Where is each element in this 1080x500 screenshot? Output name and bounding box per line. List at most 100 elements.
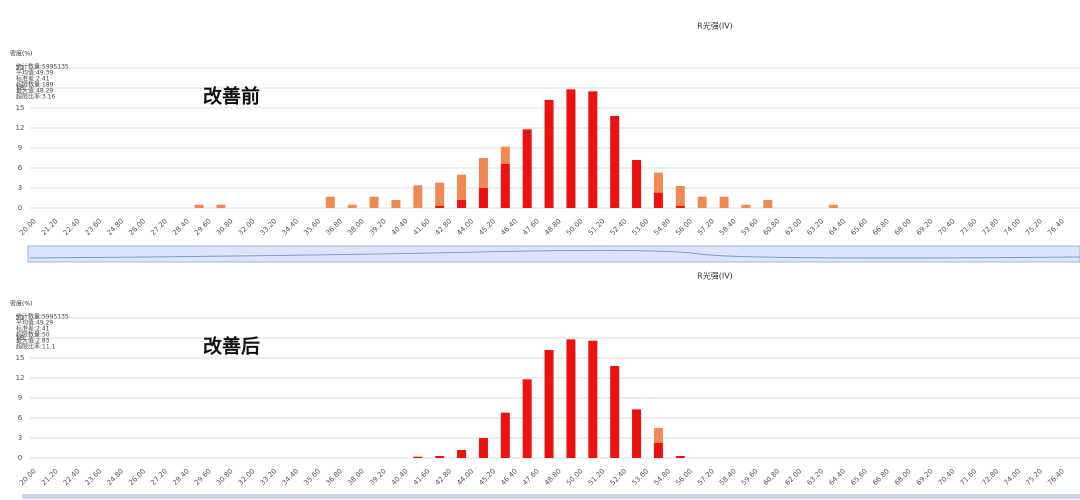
stat-line: 标准差:2.41 xyxy=(16,325,50,333)
bar xyxy=(435,182,445,206)
stat-line: 统计数量:5995135 xyxy=(16,313,69,321)
x-tick-label: 50.00 xyxy=(565,467,585,487)
bar xyxy=(500,146,510,164)
range-slider[interactable] xyxy=(22,494,1080,499)
bar xyxy=(478,158,488,188)
x-tick-label: 36.80 xyxy=(324,467,344,487)
x-tick-label: 74.00 xyxy=(1002,217,1022,237)
x-tick-label: 54.80 xyxy=(652,467,672,487)
bar xyxy=(675,456,685,458)
x-tick-label: 23.60 xyxy=(84,217,104,237)
x-tick-label: 38.00 xyxy=(346,467,366,487)
x-tick-label: 27.20 xyxy=(149,467,169,487)
stat-line: 最大值:48.29 xyxy=(16,87,53,95)
bar xyxy=(478,188,488,208)
y-tick-label: 6 xyxy=(18,414,23,422)
x-tick-label: 51.20 xyxy=(587,467,607,487)
x-tick-label: 57.20 xyxy=(696,467,716,487)
bar xyxy=(653,442,663,458)
x-tick-label: 70.40 xyxy=(937,217,957,237)
bar xyxy=(457,200,467,208)
annotation: 改善后 xyxy=(203,335,260,358)
x-tick-label: 40.40 xyxy=(390,467,410,487)
x-tick-label: 54.80 xyxy=(652,217,672,237)
bar xyxy=(457,174,467,200)
y-tick-label: 9 xyxy=(18,394,22,402)
range-slider[interactable] xyxy=(27,245,1080,263)
x-tick-label: 68.00 xyxy=(893,467,913,487)
x-tick-label: 60.80 xyxy=(762,467,782,487)
x-tick-label: 46.40 xyxy=(499,217,519,237)
x-tick-label: 57.20 xyxy=(696,217,716,237)
bar xyxy=(697,196,707,208)
stat-line: 平均值:49.29 xyxy=(16,319,53,327)
bar xyxy=(653,192,663,208)
slider-preview xyxy=(29,249,1080,259)
x-tick-label: 23.60 xyxy=(84,467,104,487)
x-tick-label: 35.60 xyxy=(302,217,322,237)
x-tick-label: 45.20 xyxy=(477,217,497,237)
x-tick-label: 42.80 xyxy=(434,217,454,237)
x-tick-label: 72.80 xyxy=(980,467,1000,487)
y-tick-label: 0 xyxy=(18,204,22,212)
stat-line: 平均值:49.39 xyxy=(16,69,53,77)
x-tick-label: 30.80 xyxy=(215,467,235,487)
x-tick-label: 33.20 xyxy=(259,217,279,237)
x-tick-label: 27.20 xyxy=(149,217,169,237)
bar xyxy=(500,412,510,458)
y-tick-label: 21 xyxy=(16,64,25,72)
bar xyxy=(675,186,685,206)
y-tick-label: 0 xyxy=(18,454,22,462)
x-tick-label: 52.40 xyxy=(609,217,629,237)
x-tick-label: 66.80 xyxy=(871,217,891,237)
x-tick-label: 38.00 xyxy=(346,217,366,237)
bar xyxy=(632,409,642,458)
y-axis-label: 密度(%) xyxy=(10,50,32,58)
bar xyxy=(369,196,379,208)
x-tick-label: 45.20 xyxy=(477,467,497,487)
x-tick-label: 35.60 xyxy=(302,467,322,487)
x-tick-label: 24.80 xyxy=(105,467,125,487)
x-tick-label: 63.20 xyxy=(805,217,825,237)
x-tick-label: 74.00 xyxy=(1002,467,1022,487)
stat-line: 最大值:2.83 xyxy=(16,337,50,345)
stat-line: 超限数量:50 xyxy=(16,331,50,339)
x-tick-label: 34.40 xyxy=(280,217,300,237)
x-tick-label: 68.00 xyxy=(893,217,913,237)
bar xyxy=(653,172,663,193)
x-tick-label: 62.00 xyxy=(784,217,804,237)
x-tick-label: 58.40 xyxy=(718,217,738,237)
x-tick-label: 48.80 xyxy=(543,217,563,237)
x-tick-label: 63.20 xyxy=(805,467,825,487)
x-tick-label: 21.20 xyxy=(40,217,60,237)
x-tick-label: 47.60 xyxy=(521,217,541,237)
x-tick-label: 66.80 xyxy=(871,467,891,487)
x-tick-label: 32.00 xyxy=(237,467,257,487)
y-tick-label: 3 xyxy=(18,434,22,442)
bar xyxy=(522,129,532,208)
annotation: 改善前 xyxy=(203,85,260,108)
chart-title: R光强(IV) xyxy=(697,271,733,281)
x-tick-label: 69.20 xyxy=(915,217,935,237)
bar xyxy=(632,160,642,208)
bar xyxy=(500,164,510,208)
x-tick-label: 64.40 xyxy=(827,467,847,487)
x-tick-label: 58.40 xyxy=(718,467,738,487)
bar xyxy=(435,456,445,458)
x-tick-label: 76.40 xyxy=(1046,217,1066,237)
y-tick-label: 12 xyxy=(16,124,25,132)
x-tick-label: 47.60 xyxy=(521,467,541,487)
x-tick-label: 36.80 xyxy=(324,217,344,237)
bar xyxy=(763,200,773,208)
y-tick-label: 18 xyxy=(16,84,25,92)
bar xyxy=(719,196,729,208)
x-tick-label: 46.40 xyxy=(499,467,519,487)
bar xyxy=(544,100,554,208)
x-tick-label: 41.60 xyxy=(412,467,432,487)
x-tick-label: 70.40 xyxy=(937,467,957,487)
bar xyxy=(413,456,423,458)
x-tick-label: 42.80 xyxy=(434,467,454,487)
x-tick-label: 53.60 xyxy=(630,217,650,237)
x-tick-label: 59.60 xyxy=(740,217,760,237)
bar xyxy=(566,89,576,208)
